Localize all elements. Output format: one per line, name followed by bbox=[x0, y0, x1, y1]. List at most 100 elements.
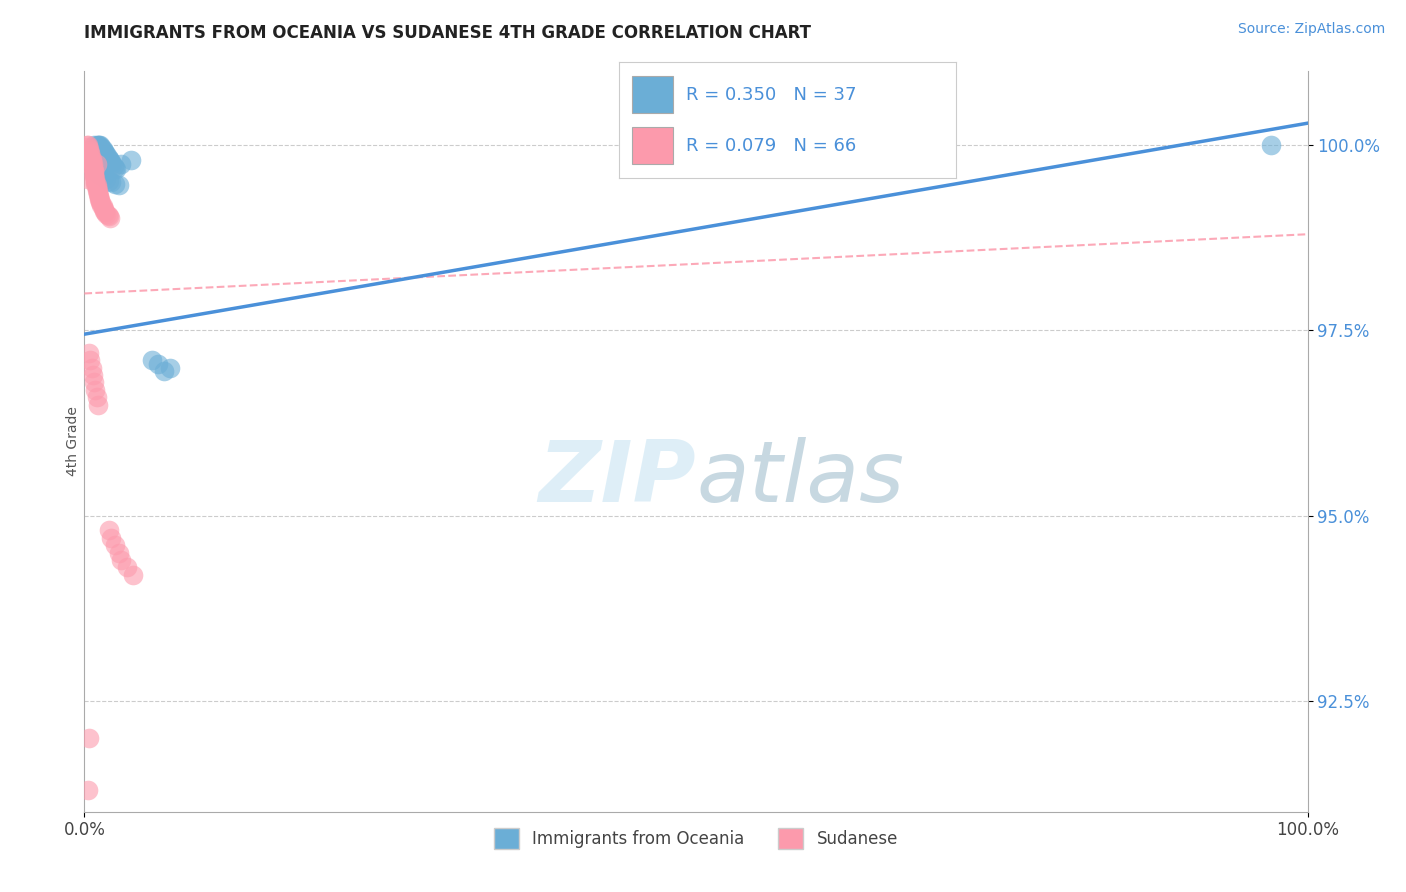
Point bbox=[120, 153, 142, 168]
Point bbox=[98, 211, 121, 225]
Point bbox=[122, 567, 145, 582]
Point bbox=[97, 152, 120, 166]
Point bbox=[83, 164, 105, 178]
Point bbox=[107, 178, 129, 193]
Point bbox=[86, 164, 108, 178]
Point bbox=[77, 171, 100, 186]
Point bbox=[80, 153, 103, 168]
Point bbox=[84, 177, 107, 191]
Point bbox=[86, 179, 108, 194]
Point bbox=[90, 197, 112, 211]
Point bbox=[90, 140, 112, 154]
Point bbox=[104, 177, 127, 191]
Point bbox=[86, 157, 108, 171]
Y-axis label: 4th Grade: 4th Grade bbox=[66, 407, 80, 476]
Point bbox=[100, 154, 122, 169]
Point bbox=[84, 383, 107, 397]
Point bbox=[93, 145, 115, 159]
Point bbox=[100, 531, 122, 545]
Point bbox=[87, 397, 110, 411]
Point bbox=[79, 353, 101, 368]
Point bbox=[79, 147, 101, 161]
Point bbox=[94, 145, 117, 160]
Point bbox=[82, 159, 104, 173]
FancyBboxPatch shape bbox=[633, 128, 672, 164]
Point bbox=[77, 782, 100, 797]
Point bbox=[90, 196, 112, 211]
Point bbox=[77, 140, 100, 154]
Legend: Immigrants from Oceania, Sudanese: Immigrants from Oceania, Sudanese bbox=[488, 822, 904, 855]
Text: IMMIGRANTS FROM OCEANIA VS SUDANESE 4TH GRADE CORRELATION CHART: IMMIGRANTS FROM OCEANIA VS SUDANESE 4TH … bbox=[84, 24, 811, 42]
Point bbox=[110, 157, 132, 171]
Point bbox=[83, 164, 105, 178]
Point bbox=[79, 145, 101, 160]
FancyBboxPatch shape bbox=[633, 77, 672, 113]
Point bbox=[77, 144, 100, 158]
Point bbox=[82, 145, 104, 160]
Point bbox=[103, 159, 125, 173]
Point bbox=[84, 174, 107, 188]
Point bbox=[146, 357, 169, 371]
Point bbox=[87, 138, 110, 153]
Point bbox=[87, 187, 110, 202]
Point bbox=[83, 376, 105, 390]
Point bbox=[93, 169, 115, 184]
Point bbox=[82, 162, 104, 177]
Point bbox=[110, 553, 132, 567]
Point bbox=[93, 202, 115, 216]
Point bbox=[104, 538, 127, 552]
Point bbox=[101, 157, 124, 171]
Point bbox=[153, 364, 176, 378]
Point bbox=[89, 138, 111, 153]
Point bbox=[84, 175, 107, 189]
Point bbox=[89, 193, 111, 207]
Point bbox=[141, 353, 163, 368]
Text: Source: ZipAtlas.com: Source: ZipAtlas.com bbox=[1237, 22, 1385, 37]
Point bbox=[86, 178, 108, 193]
Point bbox=[91, 142, 114, 156]
Text: R = 0.079   N = 66: R = 0.079 N = 66 bbox=[686, 137, 856, 155]
Point bbox=[79, 149, 101, 163]
Point bbox=[76, 138, 98, 153]
Point bbox=[86, 390, 108, 404]
Point bbox=[97, 208, 120, 222]
Point bbox=[82, 368, 104, 382]
Point bbox=[86, 183, 108, 197]
Point bbox=[96, 206, 118, 220]
Point bbox=[82, 142, 104, 156]
Point bbox=[83, 168, 105, 182]
Point bbox=[96, 147, 118, 161]
Point bbox=[94, 205, 117, 219]
Point bbox=[86, 138, 108, 153]
Point bbox=[97, 524, 120, 538]
Point bbox=[77, 142, 100, 156]
Point bbox=[98, 153, 121, 168]
Point bbox=[97, 149, 120, 163]
Text: R = 0.350   N = 37: R = 0.350 N = 37 bbox=[686, 86, 856, 103]
Point bbox=[87, 190, 110, 204]
Point bbox=[82, 157, 104, 171]
Point bbox=[107, 546, 129, 560]
Point bbox=[87, 188, 110, 202]
Point bbox=[83, 169, 105, 184]
Point bbox=[87, 186, 110, 200]
Point bbox=[91, 199, 114, 213]
Point bbox=[115, 560, 138, 574]
Point bbox=[87, 184, 110, 198]
Point bbox=[84, 171, 107, 186]
Point bbox=[97, 174, 120, 188]
Point bbox=[87, 138, 110, 153]
Point bbox=[97, 210, 120, 224]
Point bbox=[89, 194, 111, 209]
Point bbox=[83, 138, 105, 153]
Point bbox=[80, 360, 103, 375]
Point bbox=[77, 345, 100, 359]
Point bbox=[83, 167, 105, 181]
Point bbox=[100, 175, 122, 189]
Point bbox=[80, 154, 103, 169]
Point bbox=[80, 152, 103, 166]
Point bbox=[82, 161, 104, 175]
Point bbox=[77, 731, 100, 745]
Point bbox=[91, 201, 114, 215]
Point bbox=[90, 168, 112, 182]
